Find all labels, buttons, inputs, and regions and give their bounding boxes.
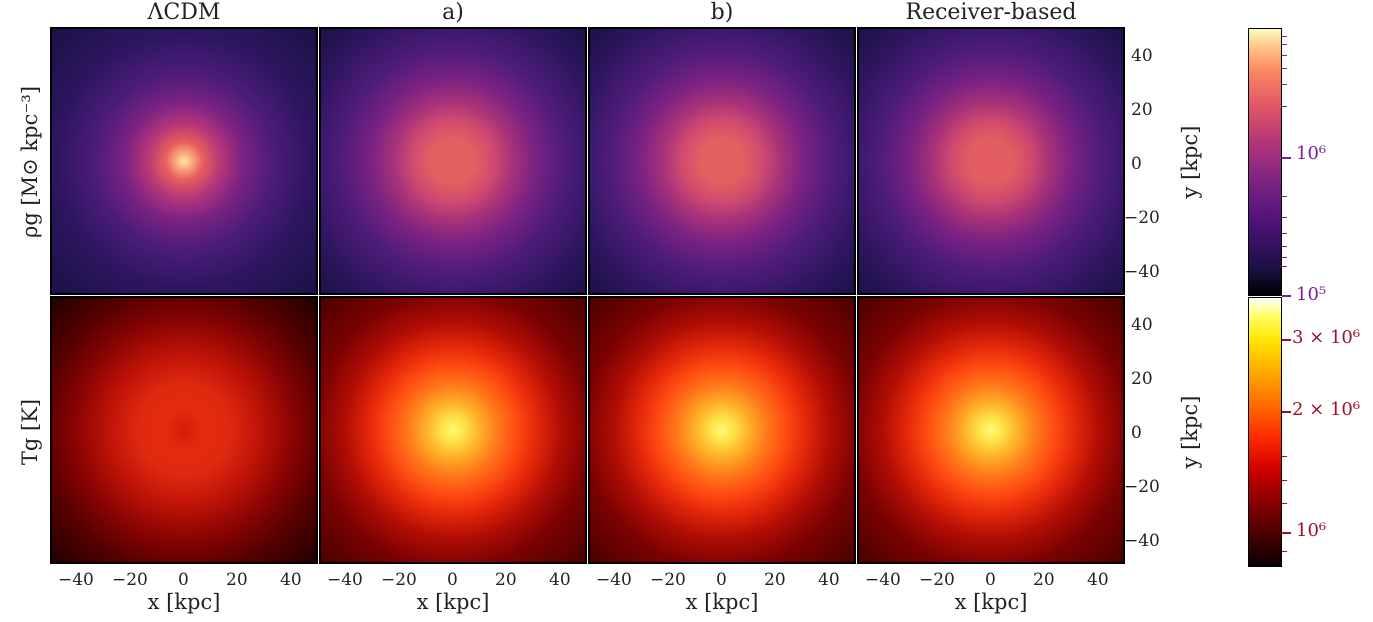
cbar-density-minor-tick (1282, 257, 1287, 258)
y-tick-bottom-40: 40 (1131, 315, 1153, 335)
column-title-receiver-based: Receiver-based (905, 0, 1077, 25)
y-tick-bottom-20: 20 (1131, 369, 1153, 389)
colorbar-temp-tick-3e6: 3 × 10⁶ (1292, 327, 1361, 348)
cbar-temp-major-tick (1282, 339, 1291, 341)
y-tick-bottom-neg40: −40 (1124, 531, 1160, 551)
x-axis-label-1: x [kpc] (147, 590, 221, 614)
cbar-temp-minor-tick (1282, 456, 1287, 457)
x-tick: 20 (226, 570, 248, 590)
cbar-density-minor-tick (1282, 68, 1287, 69)
panel-temperature-lcdm (50, 296, 318, 564)
y-tick-top-0: 0 (1131, 154, 1142, 174)
x-axis-label-2: x [kpc] (416, 590, 490, 614)
x-axis-label-3: x [kpc] (685, 590, 759, 614)
x-tick: −40 (327, 570, 363, 590)
cbar-density-minor-tick (1282, 266, 1287, 267)
column-title-b: b) (710, 0, 734, 25)
x-tick: 20 (495, 570, 517, 590)
y-tick-bottom-neg20: −20 (1124, 477, 1160, 497)
x-tick: 20 (764, 570, 786, 590)
row-label-temperature: Tg [K] (18, 398, 42, 466)
colorbar-density-tick-1e6: 10⁶ (1296, 143, 1327, 164)
cbar-temp-minor-tick (1282, 480, 1287, 481)
x-tick: −20 (650, 570, 686, 590)
cbar-density-minor-tick (1282, 44, 1287, 45)
y-tick-bottom-0: 0 (1131, 423, 1142, 443)
cbar-temp-major-tick (1282, 532, 1291, 534)
panel-temperature-a (319, 296, 587, 564)
row-label-density: ρg [M⊙ kpc⁻³] (18, 85, 42, 239)
cbar-density-minor-tick (1282, 196, 1287, 197)
y-axis-label-bottom: y [kpc] (1178, 395, 1202, 469)
y-tick-top-neg20: −20 (1124, 208, 1160, 228)
x-tick: 40 (280, 570, 302, 590)
colorbar-density (1248, 28, 1282, 296)
x-tick: 0 (447, 570, 458, 590)
cbar-temp-minor-tick (1282, 503, 1287, 504)
colorbar-density-tick-1e5: 10⁵ (1296, 284, 1327, 305)
cbar-density-minor-tick (1282, 55, 1287, 56)
cbar-density-minor-tick (1282, 84, 1287, 85)
x-tick: −20 (112, 570, 148, 590)
panel-density-b (588, 27, 856, 295)
y-tick-top-neg40: −40 (1124, 262, 1160, 282)
panel-density-a (319, 27, 587, 295)
cbar-temp-major-tick (1282, 411, 1291, 413)
x-tick: −40 (58, 570, 94, 590)
cbar-density-minor-tick (1282, 217, 1287, 218)
panel-density-receiver-based (857, 27, 1125, 295)
cbar-density-major-tick (1282, 157, 1291, 159)
cbar-density-minor-tick (1282, 106, 1287, 107)
cbar-density-minor-tick (1282, 246, 1287, 247)
x-axis-label-4: x [kpc] (954, 590, 1028, 614)
x-tick: 40 (1087, 570, 1109, 590)
x-tick: 20 (1033, 570, 1055, 590)
x-tick: −40 (596, 570, 632, 590)
x-tick: −40 (865, 570, 901, 590)
cbar-density-major-tick (1282, 295, 1291, 297)
x-tick: 40 (549, 570, 571, 590)
column-title-lcdm: ΛCDM (147, 0, 221, 25)
x-tick: 40 (818, 570, 840, 590)
colorbar-temperature (1248, 297, 1282, 567)
cbar-temp-minor-tick (1282, 551, 1287, 552)
y-axis-label-top: y [kpc] (1178, 125, 1202, 199)
panel-temperature-b (588, 296, 856, 564)
cbar-density-minor-tick (1282, 36, 1287, 37)
panel-temperature-receiver-based (857, 296, 1125, 564)
x-tick: 0 (985, 570, 996, 590)
x-tick: 0 (178, 570, 189, 590)
y-tick-top-40: 40 (1131, 46, 1153, 66)
x-tick: −20 (381, 570, 417, 590)
column-title-a: a) (442, 0, 464, 25)
x-tick: 0 (716, 570, 727, 590)
colorbar-temp-tick-1e6: 10⁶ (1296, 520, 1327, 541)
panel-density-lcdm (50, 27, 318, 295)
y-tick-top-20: 20 (1131, 100, 1153, 120)
cbar-density-minor-tick (1282, 233, 1287, 234)
colorbar-temp-tick-2e6: 2 × 10⁶ (1292, 399, 1361, 420)
x-tick: −20 (919, 570, 955, 590)
